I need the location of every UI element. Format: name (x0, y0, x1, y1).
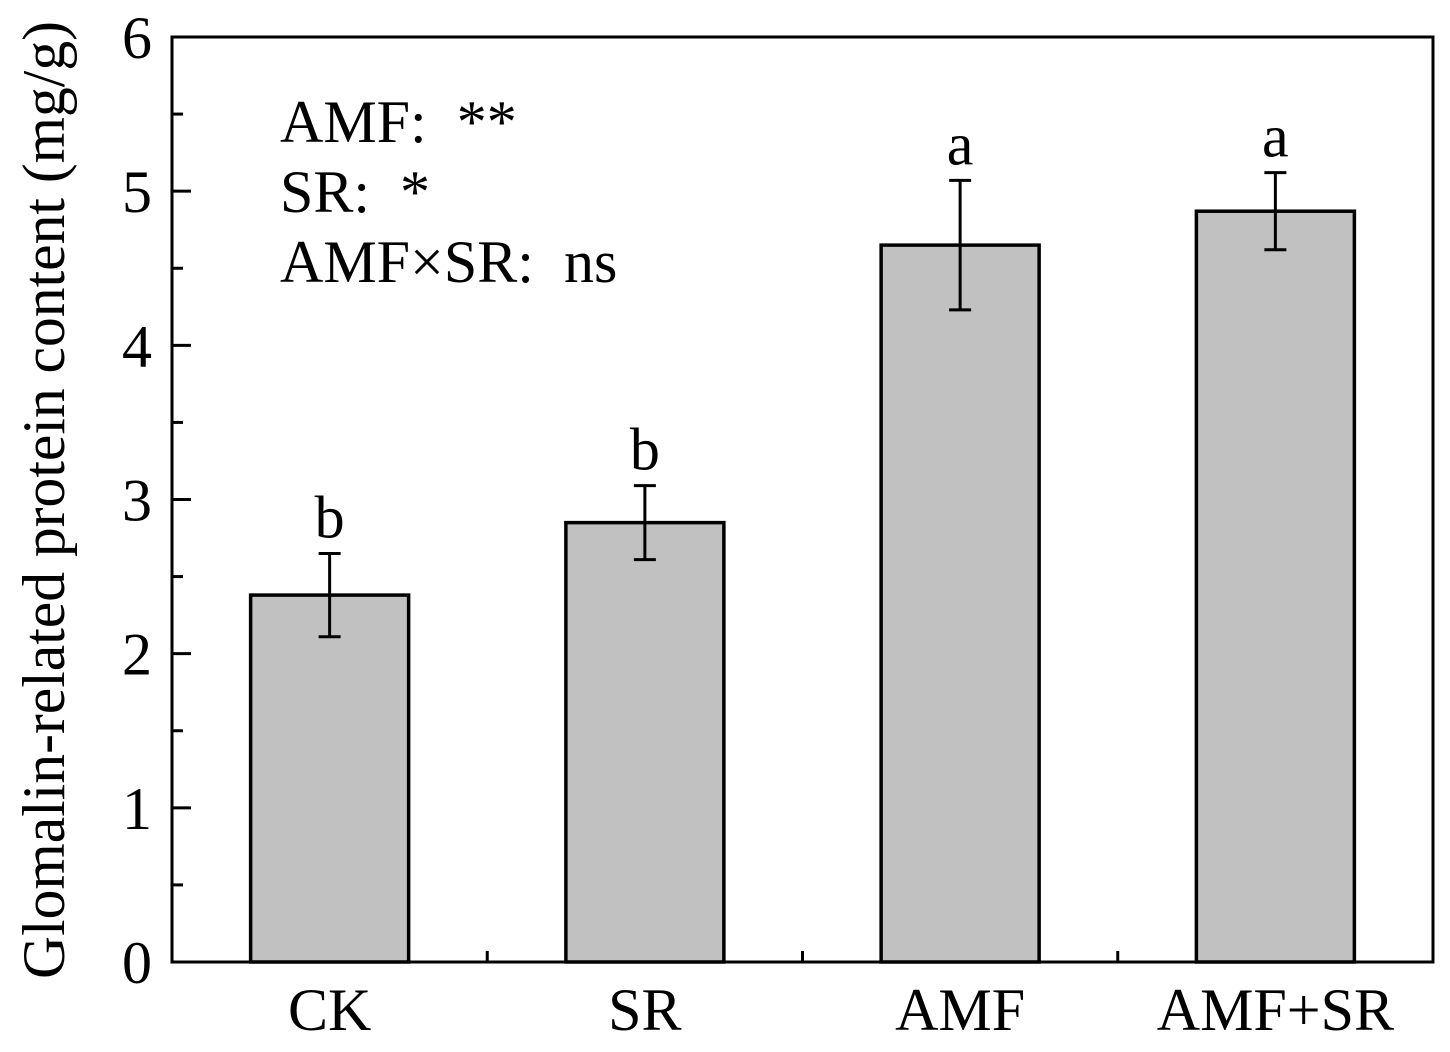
bar-amf (879, 243, 1041, 964)
y-tick-label: 3 (122, 468, 152, 534)
y-tick-label: 5 (122, 159, 152, 225)
y-tick-label: 6 (122, 5, 152, 71)
annotation-sr: SR: * (280, 159, 430, 225)
x-tick-label-amf: AMF (895, 977, 1025, 1043)
annotation-amfxsr: AMF×SR: ns (280, 229, 617, 295)
annotation-amf: AMF: ** (280, 89, 517, 155)
y-tick-label: 4 (122, 313, 152, 379)
x-tick-label-ck: CK (288, 977, 371, 1043)
sig-letter-amf: a (947, 111, 974, 177)
y-tick-label: 2 (122, 622, 152, 688)
bar-ck (248, 593, 411, 964)
y-tick-label: 1 (122, 776, 152, 842)
x-tick-label-amf+sr: AMF+SR (1157, 977, 1394, 1043)
sig-letter-amf+sr: a (1262, 104, 1289, 170)
x-tick-label-sr: SR (608, 977, 681, 1043)
y-axis-title: Glomalin-related protein content (mg/g) (11, 21, 77, 979)
bar-sr (564, 520, 726, 964)
bar-amf+sr (1194, 209, 1357, 964)
sig-letter-ck: b (315, 484, 345, 550)
chart-plot-area: b b a a 0 1 2 3 4 5 6 CK SR AMF AMF+SR (122, 5, 1435, 1043)
sig-letter-sr: b (630, 417, 660, 483)
y-tick-label: 0 (122, 930, 152, 996)
